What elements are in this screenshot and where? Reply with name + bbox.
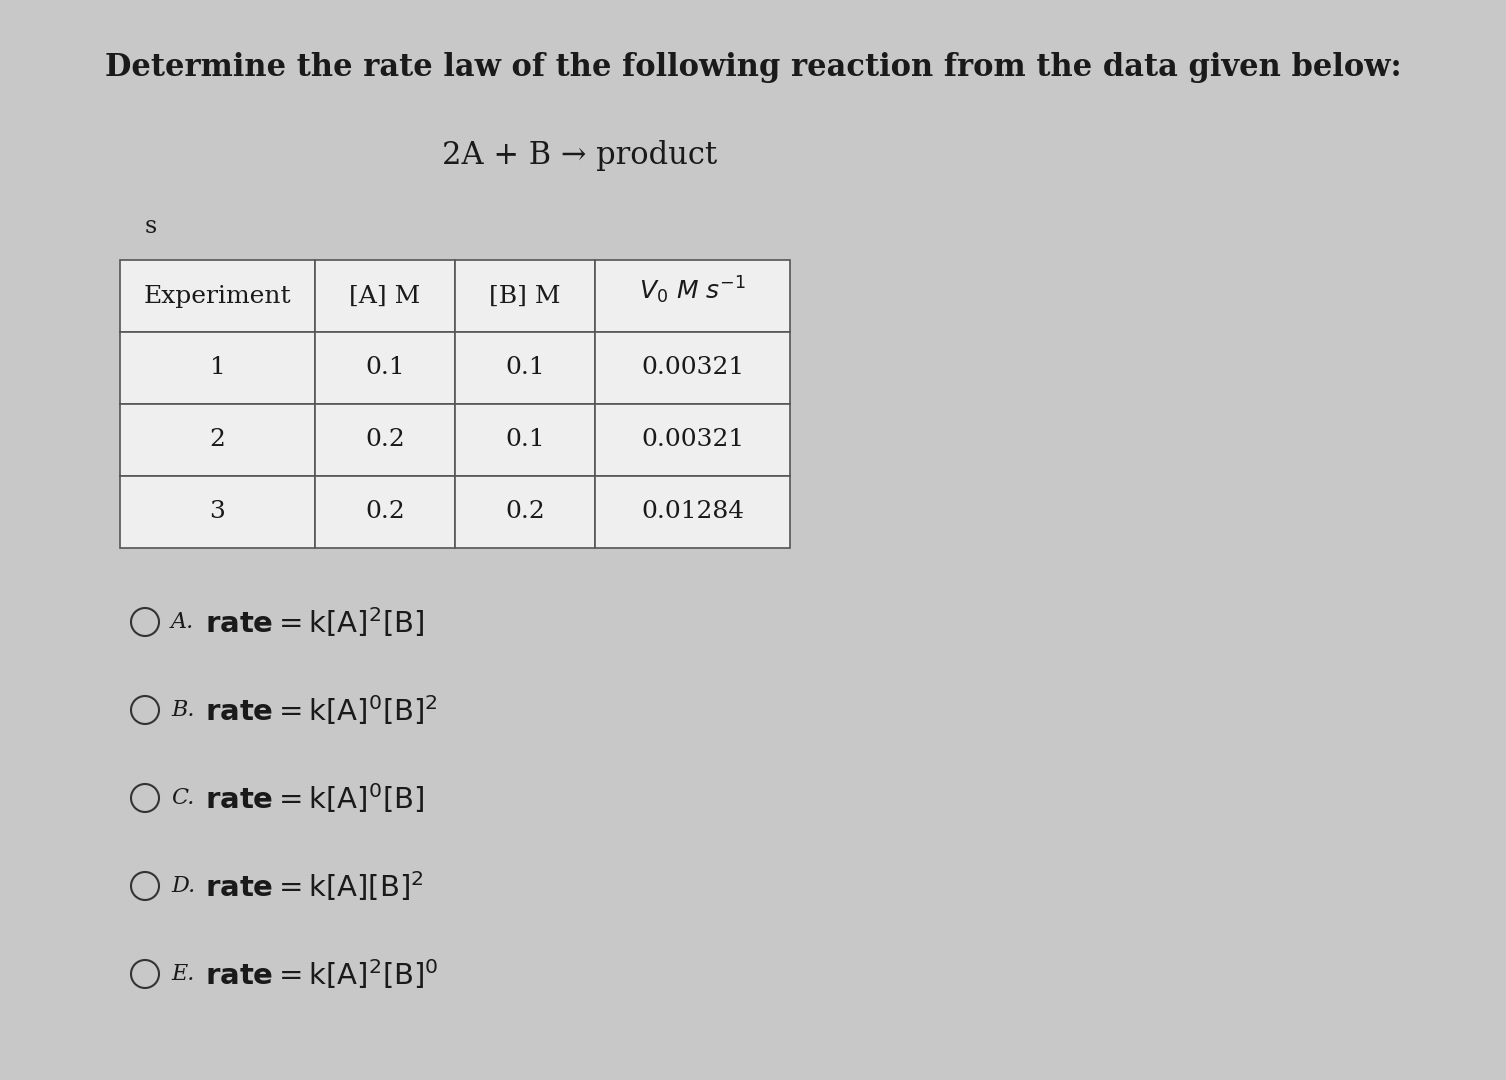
Text: s: s	[145, 215, 157, 238]
Text: 0.2: 0.2	[505, 500, 545, 524]
Bar	[315, 332, 455, 404]
Text: 0.1: 0.1	[364, 356, 405, 379]
Bar	[120, 476, 315, 548]
Text: 0.2: 0.2	[364, 500, 405, 524]
Text: $\mathbf{rate} = \mathrm{k[A]^0[B]^2}$: $\mathbf{rate} = \mathrm{k[A]^0[B]^2}$	[205, 693, 438, 727]
Bar	[595, 332, 791, 404]
Text: 0.2: 0.2	[364, 429, 405, 451]
Bar	[120, 260, 315, 332]
Text: A.: A.	[172, 611, 194, 633]
Text: $\mathbf{rate} = \mathrm{k[A]^2[B]^0}$: $\mathbf{rate} = \mathrm{k[A]^2[B]^0}$	[205, 957, 438, 991]
Text: D.: D.	[172, 875, 196, 897]
Text: $V_0\ M\ s^{-1}$: $V_0\ M\ s^{-1}$	[639, 274, 745, 306]
Bar	[315, 476, 455, 548]
Bar	[595, 260, 791, 332]
Text: 0.1: 0.1	[505, 356, 545, 379]
Text: 0.00321: 0.00321	[642, 429, 744, 451]
Text: Determine the rate law of the following reaction from the data given below:: Determine the rate law of the following …	[104, 52, 1402, 83]
Bar	[455, 476, 595, 548]
Text: 0.01284: 0.01284	[642, 500, 744, 524]
Text: Experiment: Experiment	[143, 284, 291, 308]
Bar	[120, 332, 315, 404]
Bar	[455, 332, 595, 404]
Text: B.: B.	[172, 699, 194, 721]
Text: $\mathbf{rate} = \mathrm{k[A][B]^2}$: $\mathbf{rate} = \mathrm{k[A][B]^2}$	[205, 869, 423, 903]
Text: $\mathbf{rate} = \mathrm{k[A]^0[B]}$: $\mathbf{rate} = \mathrm{k[A]^0[B]}$	[205, 781, 425, 815]
Text: 0.00321: 0.00321	[642, 356, 744, 379]
Bar	[315, 404, 455, 476]
Text: 0.1: 0.1	[505, 429, 545, 451]
Text: 3: 3	[209, 500, 226, 524]
Bar	[455, 260, 595, 332]
Text: 1: 1	[209, 356, 226, 379]
Text: C.: C.	[172, 787, 194, 809]
Text: 2A + B → product: 2A + B → product	[443, 140, 717, 171]
Bar	[595, 476, 791, 548]
Text: E.: E.	[172, 963, 194, 985]
Text: $\mathbf{rate} = \mathrm{k[A]^2[B]}$: $\mathbf{rate} = \mathrm{k[A]^2[B]}$	[205, 605, 425, 639]
Text: 2: 2	[209, 429, 226, 451]
Bar	[120, 404, 315, 476]
Text: [B] M: [B] M	[489, 284, 560, 308]
Bar	[315, 260, 455, 332]
Bar	[455, 404, 595, 476]
Bar	[595, 404, 791, 476]
Text: [A] M: [A] M	[349, 284, 420, 308]
